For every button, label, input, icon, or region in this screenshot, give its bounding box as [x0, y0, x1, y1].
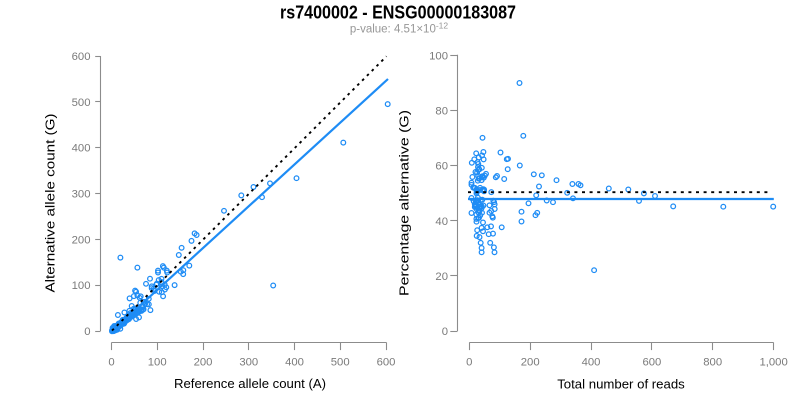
svg-text:200: 200 [72, 234, 91, 246]
svg-text:300: 300 [239, 357, 258, 369]
svg-text:0: 0 [442, 326, 448, 338]
svg-text:rs7400002 - ENSG00000183087: rs7400002 - ENSG00000183087 [280, 2, 516, 22]
svg-text:0: 0 [84, 326, 90, 338]
svg-text:400: 400 [72, 143, 91, 155]
svg-text:0: 0 [108, 357, 114, 369]
svg-text:500: 500 [72, 97, 91, 109]
svg-text:Alternative allele count (G): Alternative allele count (G) [42, 114, 57, 293]
svg-text:Reference allele count (A): Reference allele count (A) [174, 376, 326, 391]
svg-text:600: 600 [377, 357, 396, 369]
svg-text:p-value: 4.51×10-12: p-value: 4.51×10-12 [350, 21, 449, 36]
svg-text:1,000: 1,000 [759, 357, 787, 369]
svg-text:200: 200 [521, 357, 540, 369]
svg-text:600: 600 [72, 51, 91, 63]
svg-text:600: 600 [642, 357, 661, 369]
svg-text:0: 0 [466, 357, 472, 369]
svg-text:100: 100 [429, 51, 448, 63]
svg-text:400: 400 [582, 357, 601, 369]
svg-text:500: 500 [331, 357, 350, 369]
svg-text:Total number of reads: Total number of reads [557, 377, 685, 392]
svg-text:800: 800 [703, 357, 722, 369]
svg-text:80: 80 [435, 106, 448, 118]
svg-text:100: 100 [72, 280, 91, 292]
svg-text:200: 200 [194, 357, 213, 369]
svg-text:Percentage alternative (G): Percentage alternative (G) [397, 110, 412, 296]
svg-text:100: 100 [148, 357, 167, 369]
svg-text:20: 20 [435, 271, 448, 283]
svg-text:400: 400 [285, 357, 304, 369]
svg-text:40: 40 [435, 216, 448, 228]
svg-text:300: 300 [72, 189, 91, 201]
svg-text:60: 60 [435, 161, 448, 173]
